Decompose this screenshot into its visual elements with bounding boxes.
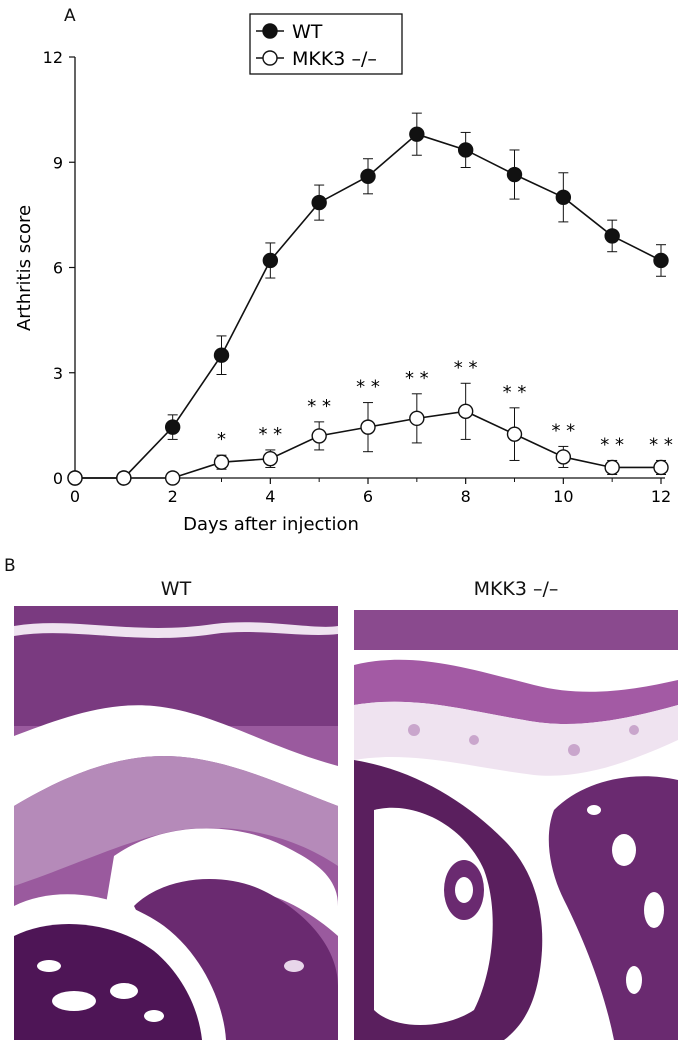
x-tick-label-0: 0 (70, 487, 80, 506)
significance-day-8: * * (454, 357, 478, 378)
wt-point-day-9 (506, 166, 523, 183)
significance-day-5: * * (307, 396, 331, 417)
mkk3-point-day-12 (653, 459, 669, 476)
wt-point-day-2 (164, 419, 181, 435)
mkk3-point-day-7 (409, 410, 425, 427)
mkk3-point-day-1 (116, 470, 132, 486)
mkk3-point-day-2 (164, 470, 181, 486)
legend-wt-marker (262, 23, 278, 39)
mkk3-image-caption: MKK3 –/– (473, 578, 559, 600)
y-axis-label: Arthritis score (14, 205, 35, 331)
significance-day-12: * * (649, 434, 673, 455)
x-axis-label: Days after injection (183, 514, 359, 535)
mkk3-point-day-4 (262, 451, 279, 467)
mkk3-histology-image (354, 610, 678, 1040)
significance-day-9: * * (503, 382, 527, 403)
legend-mkk3-label: MKK3 –/– (292, 48, 377, 70)
arthritis-score-chart: 0 2 4 6 8 10 12 0 3 6 9 12 * * * * * * * * * * * * * * * * … (14, 13, 673, 535)
data-points (67, 126, 669, 486)
wt-point-day-5 (311, 194, 327, 211)
panel-b-label: B (4, 556, 16, 576)
wt-point-day-12 (653, 252, 669, 269)
x-tick-label-6: 6 (363, 487, 373, 506)
y-tick-label-6: 6 (53, 259, 63, 278)
wt-image-caption: WT (160, 578, 192, 600)
significance-markers: * * * * * * * * * * * * * * * * * * * (217, 357, 673, 455)
wt-point-day-8 (457, 142, 474, 158)
wt-point-day-7 (409, 126, 425, 142)
y-tick-label-0: 0 (53, 469, 63, 488)
wt-point-day-4 (262, 252, 279, 269)
x-tick-label-4: 4 (265, 487, 275, 506)
significance-day-11: * * (600, 434, 624, 455)
legend-mkk3-marker (262, 50, 278, 66)
mkk3-point-day-5 (311, 428, 327, 444)
x-tick-label-12: 12 (651, 487, 671, 506)
significance-day-7: * * (405, 368, 429, 389)
significance-day-4: * * (258, 424, 282, 445)
legend: WT MKK3 –/– (249, 13, 403, 75)
mkk3-point-day-6 (360, 419, 376, 435)
panel-a-label: A (64, 6, 76, 26)
chart-axes: 0 2 4 6 8 10 12 0 3 6 9 12 (43, 48, 672, 506)
y-tick-label-3: 3 (53, 364, 63, 383)
wt-point-day-6 (360, 168, 376, 184)
wt-histology-image (14, 606, 338, 1040)
mkk3-point-day-8 (457, 403, 474, 420)
x-tick-label-2: 2 (168, 487, 178, 506)
mkk3-point-day-3 (213, 454, 230, 470)
mkk3-point-day-10 (555, 449, 572, 465)
mkk3-point-day-11 (604, 459, 620, 476)
legend-wt-label: WT (292, 21, 323, 43)
x-tick-label-10: 10 (553, 487, 573, 506)
y-tick-label-9: 9 (53, 153, 63, 172)
wt-point-day-10 (555, 189, 572, 206)
legend-box (249, 13, 403, 75)
significance-day-3: * (217, 429, 226, 450)
wt-point-day-3 (213, 347, 230, 363)
wt-point-day-11 (604, 228, 620, 244)
y-tick-label-12: 12 (43, 48, 63, 67)
mkk3-point-day-0 (67, 470, 83, 486)
x-tick-label-8: 8 (461, 487, 471, 506)
mkk3-point-day-9 (506, 426, 523, 442)
significance-day-6: * * (356, 377, 380, 398)
significance-day-10: * * (551, 420, 575, 441)
